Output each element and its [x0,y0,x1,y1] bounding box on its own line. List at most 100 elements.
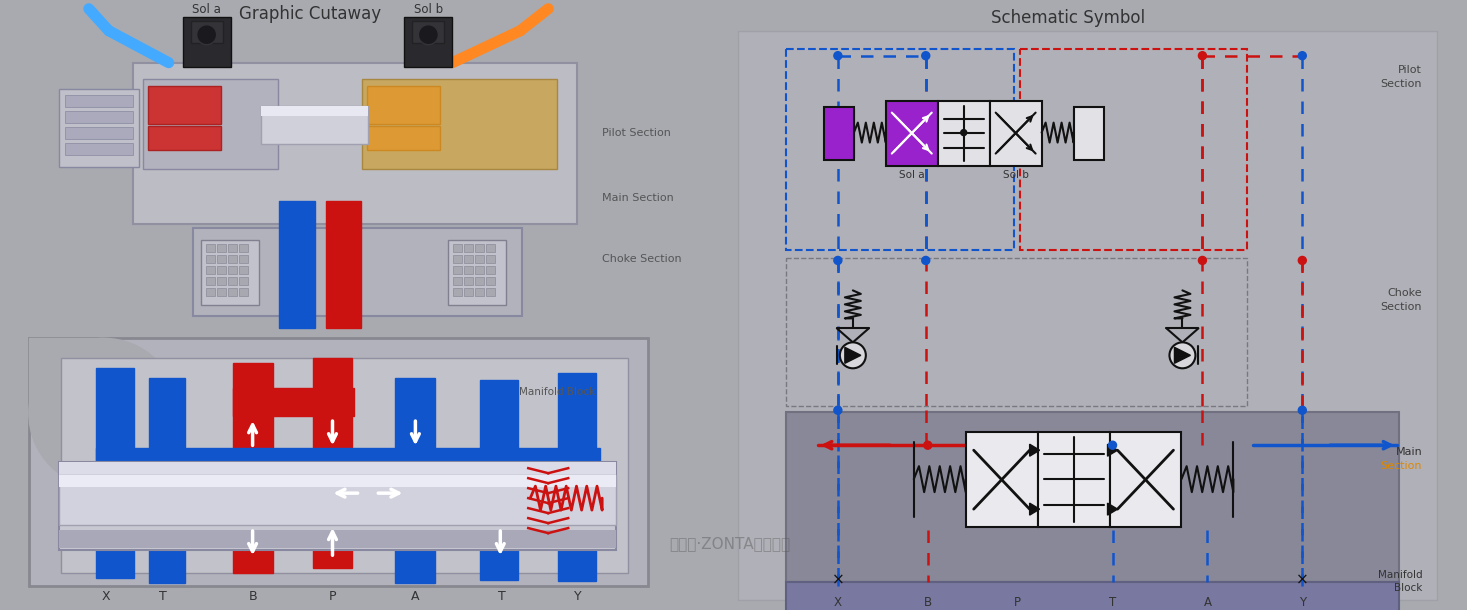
Text: Pilot: Pilot [1398,65,1422,74]
Text: Manifold: Manifold [1378,570,1422,580]
Circle shape [841,342,866,368]
Text: ×: × [1295,573,1309,587]
Bar [1074,107,1103,160]
Bar [60,358,628,573]
Bar [95,448,600,478]
Text: Sol b: Sol b [414,3,443,16]
Bar [367,85,440,124]
Bar [465,267,474,274]
Bar [132,63,577,224]
Circle shape [29,339,179,488]
Bar [486,256,496,264]
Bar [227,289,236,296]
Bar [227,278,236,285]
Bar [29,339,648,586]
Bar [205,289,214,296]
Circle shape [833,52,842,60]
Circle shape [1169,342,1196,368]
Bar [205,256,214,264]
Text: Section: Section [1380,79,1422,88]
Bar [824,107,854,160]
Text: Pilot Section: Pilot Section [601,127,670,138]
Text: B: B [924,596,932,609]
Circle shape [197,25,217,45]
Bar [453,289,462,296]
Polygon shape [845,347,861,364]
Polygon shape [1030,503,1040,515]
Bar [227,245,236,253]
Bar [201,240,258,306]
Bar [217,278,226,285]
Bar [239,267,248,274]
Polygon shape [1108,444,1118,456]
Bar [475,245,484,253]
Bar [239,278,248,285]
Text: A: A [411,590,420,603]
Bar [205,245,214,253]
Bar [233,389,355,416]
Bar [786,412,1400,582]
Bar [786,49,1014,251]
Circle shape [921,256,930,264]
Polygon shape [1108,503,1118,515]
Circle shape [1199,256,1206,264]
Bar [227,267,236,274]
Circle shape [1109,441,1116,449]
Bar [486,289,496,296]
Text: T: T [499,590,506,603]
Text: Choke Section: Choke Section [601,254,682,264]
Bar [261,106,368,143]
Bar [453,256,462,264]
Bar [217,267,226,274]
Text: 公众号·ZONTA中泰机电: 公众号·ZONTA中泰机电 [669,536,791,551]
Bar [217,256,226,264]
Bar [142,79,277,168]
Circle shape [924,441,932,449]
Bar [65,127,132,138]
Text: T: T [1109,596,1116,609]
Text: Y: Y [575,590,582,603]
Bar [312,358,352,568]
Circle shape [1199,52,1206,60]
Bar [217,245,226,253]
Bar [65,95,132,107]
Bar [412,21,445,43]
Bar [59,462,616,550]
Text: X: X [833,596,842,609]
Circle shape [833,256,842,264]
Bar [65,143,132,154]
Text: Choke: Choke [1388,289,1422,298]
Bar [59,475,616,525]
Text: Schematic Symbol: Schematic Symbol [990,9,1144,27]
Bar [148,378,185,583]
Bar [480,380,518,580]
Text: A: A [1203,596,1212,609]
Text: B: B [248,590,257,603]
Bar [465,289,474,296]
Bar [279,201,314,328]
Circle shape [1298,52,1306,60]
Bar [486,278,496,285]
Bar [59,462,616,480]
Text: Sol b: Sol b [1003,170,1028,179]
Text: Sol a: Sol a [899,170,924,179]
Text: Section: Section [1380,303,1422,312]
Bar [990,101,1042,165]
Circle shape [418,25,439,45]
Text: X: X [101,590,110,603]
Bar [65,110,132,123]
Bar [148,126,220,149]
Bar [183,16,230,66]
Bar [239,256,248,264]
Bar [965,432,1037,527]
Bar [475,278,484,285]
Polygon shape [1175,347,1190,364]
Text: Section: Section [1380,461,1422,471]
Bar [786,259,1247,406]
Bar [465,278,474,285]
Bar [449,240,506,306]
Circle shape [833,406,842,414]
Polygon shape [1030,444,1040,456]
Bar [362,79,557,168]
Text: Graphic Cutaway: Graphic Cutaway [239,5,381,23]
